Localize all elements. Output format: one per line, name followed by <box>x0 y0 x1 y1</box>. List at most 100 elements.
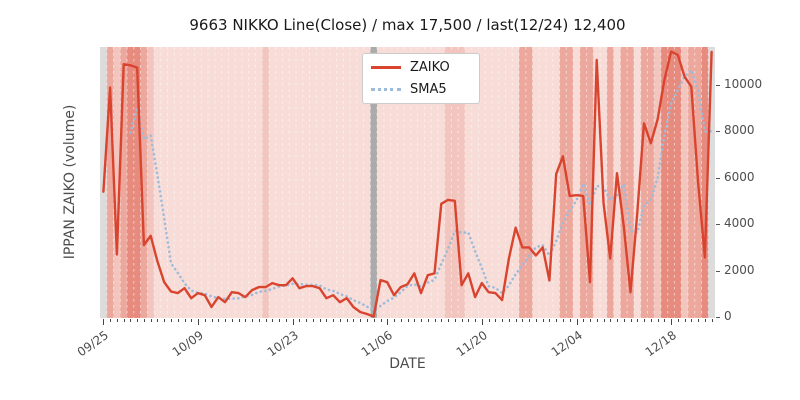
y-tick-label: 4000 <box>724 216 755 231</box>
y-tick-label: 6000 <box>724 169 755 184</box>
x-minor-tick-mark <box>252 319 254 322</box>
x-minor-tick-mark <box>603 319 605 322</box>
x-minor-tick-mark <box>353 319 355 322</box>
x-minor-tick-mark <box>515 319 517 322</box>
x-minor-tick-mark <box>698 319 700 322</box>
x-axis-label: DATE <box>389 356 426 372</box>
x-minor-tick-mark <box>630 319 632 322</box>
x-minor-tick-mark <box>562 319 564 322</box>
y-tick-label: 0 <box>724 309 732 323</box>
x-major-tick-mark <box>671 319 673 325</box>
x-minor-tick-mark <box>549 319 551 322</box>
x-minor-tick-mark <box>400 319 402 322</box>
x-minor-tick-mark <box>306 319 308 322</box>
legend-label-zaiko: ZAIKO <box>410 60 450 75</box>
x-minor-tick-mark <box>691 319 693 322</box>
x-minor-tick-mark <box>502 319 504 322</box>
x-minor-tick-mark <box>421 319 422 322</box>
x-minor-tick-mark <box>238 319 240 322</box>
x-minor-tick-mark <box>191 319 193 322</box>
x-minor-tick-mark <box>522 319 524 322</box>
legend-item-zaiko: ZAIKO <box>371 60 469 75</box>
y-tick-label: 10000 <box>724 77 763 91</box>
x-minor-tick-mark <box>265 319 267 322</box>
y-tick-mark <box>716 270 720 272</box>
x-major-tick-mark <box>198 319 199 325</box>
x-minor-tick-mark <box>299 319 301 322</box>
x-minor-tick-mark <box>184 319 186 322</box>
x-minor-tick-mark <box>441 319 443 322</box>
x-minor-tick-mark <box>333 319 335 322</box>
x-minor-tick-mark <box>116 319 118 322</box>
x-minor-tick-mark <box>637 319 639 322</box>
legend-label-sma5: SMA5 <box>410 82 447 97</box>
y-tick-mark <box>716 224 720 226</box>
x-minor-tick-mark <box>204 319 206 322</box>
y-tick-mark <box>716 317 720 318</box>
y-tick-label: 2000 <box>724 262 755 277</box>
x-minor-tick-mark <box>617 319 618 322</box>
x-minor-tick-mark <box>596 319 598 322</box>
sma5-line-swatch <box>371 88 401 91</box>
x-minor-tick-mark <box>475 319 477 322</box>
x-minor-tick-mark <box>211 319 213 322</box>
x-minor-tick-mark <box>407 319 409 322</box>
x-minor-tick-mark <box>339 319 341 322</box>
x-minor-tick-mark <box>590 319 591 322</box>
x-minor-tick-mark <box>677 319 679 322</box>
x-minor-tick-mark <box>272 319 274 322</box>
x-minor-tick-mark <box>150 319 152 322</box>
y-tick-mark <box>716 85 720 86</box>
x-minor-tick-mark <box>312 319 314 322</box>
x-minor-tick-mark <box>664 319 666 322</box>
x-minor-tick-mark <box>319 319 321 322</box>
x-minor-tick-mark <box>171 319 172 322</box>
y-tick-mark <box>716 131 720 133</box>
x-minor-tick-mark <box>542 319 544 322</box>
x-minor-tick-mark <box>326 319 328 322</box>
zaiko-line-swatch <box>371 66 401 69</box>
x-minor-tick-mark <box>704 319 706 322</box>
x-minor-tick-mark <box>556 319 558 322</box>
x-minor-tick-mark <box>360 319 362 322</box>
x-major-tick-mark <box>103 319 105 325</box>
x-minor-tick-mark <box>394 319 395 322</box>
x-minor-tick-mark <box>583 319 585 322</box>
x-minor-tick-mark <box>367 319 368 322</box>
x-minor-tick-mark <box>495 319 497 322</box>
x-minor-tick-mark <box>657 319 659 322</box>
y-axis-label: IPPAN ZAIKO (volume) <box>62 104 78 260</box>
x-minor-tick-mark <box>434 319 436 322</box>
plot-area <box>100 47 715 318</box>
x-minor-tick-mark <box>448 319 449 322</box>
x-minor-tick-mark <box>488 319 490 322</box>
x-major-tick-mark <box>292 319 294 325</box>
x-minor-tick-mark <box>427 319 429 322</box>
legend: ZAIKO SMA5 <box>362 53 480 104</box>
x-minor-tick-mark <box>508 319 510 322</box>
x-minor-tick-mark <box>644 319 645 322</box>
x-minor-tick-mark <box>684 319 686 322</box>
x-minor-tick-mark <box>623 319 625 322</box>
x-major-tick-mark <box>576 319 578 325</box>
y-tick-mark <box>716 177 720 179</box>
chart-title: 9663 NIKKO Line(Close) / max 17,500 / la… <box>189 16 626 34</box>
x-minor-tick-mark <box>225 319 226 322</box>
x-minor-tick-mark <box>610 319 612 322</box>
x-minor-tick-mark <box>110 319 112 322</box>
x-minor-tick-mark <box>414 319 416 322</box>
x-minor-tick-mark <box>454 319 456 322</box>
x-minor-tick-mark <box>650 319 652 322</box>
x-minor-tick-mark <box>164 319 166 322</box>
y-tick-label: 8000 <box>724 123 755 138</box>
x-minor-tick-mark <box>468 319 470 322</box>
x-minor-tick-mark <box>231 319 233 322</box>
x-minor-tick-mark <box>461 319 463 322</box>
x-minor-tick-mark <box>258 319 260 322</box>
legend-item-sma5: SMA5 <box>371 82 469 97</box>
x-minor-tick-mark <box>535 319 537 322</box>
x-minor-tick-mark <box>218 319 220 322</box>
x-minor-tick-mark <box>380 319 382 322</box>
x-minor-tick-mark <box>711 319 713 322</box>
x-minor-tick-mark <box>177 319 179 322</box>
